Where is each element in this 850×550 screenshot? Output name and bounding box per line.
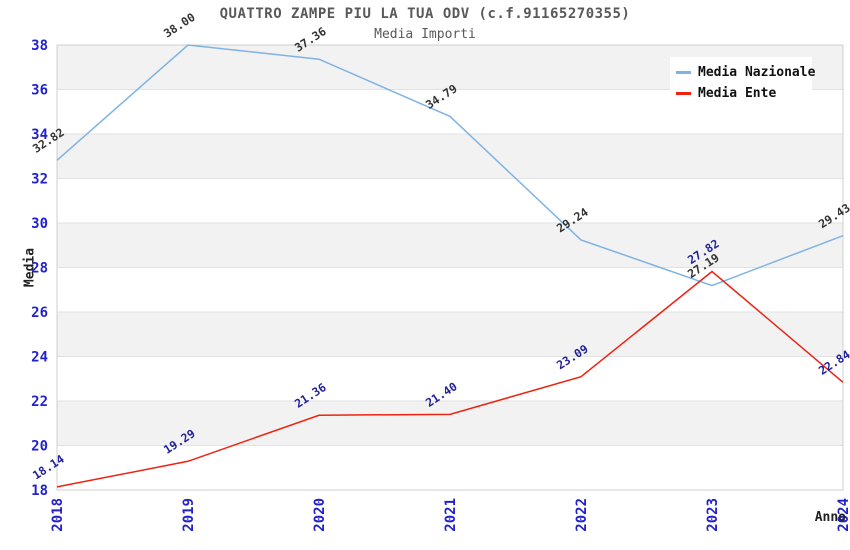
legend-label: Media Ente xyxy=(698,86,777,101)
x-tick-label: 2019 xyxy=(181,498,197,532)
legend-label: Media Nazionale xyxy=(698,65,816,80)
chart-subtitle: Media Importi xyxy=(374,27,476,42)
plot-band xyxy=(57,356,843,401)
plot-band xyxy=(57,445,843,490)
y-tick-label: 22 xyxy=(31,394,48,410)
legend-box: Media Nazionale Media Ente xyxy=(670,57,816,109)
y-axis-title: Media xyxy=(22,247,38,288)
y-tick-label: 34 xyxy=(31,127,48,143)
chart-title: QUATTRO ZAMPE PIU LA TUA ODV (c.f.911652… xyxy=(219,6,631,22)
y-tick-label: 24 xyxy=(31,350,48,366)
x-tick-label: 2021 xyxy=(443,498,459,532)
y-tick-label: 38 xyxy=(31,38,48,54)
plot-band xyxy=(57,178,843,223)
plot-band xyxy=(57,134,843,179)
plot-band xyxy=(57,223,843,268)
x-tick-label: 2024 xyxy=(836,498,850,532)
y-tick-label: 36 xyxy=(31,83,48,99)
x-axis-title: Anno xyxy=(814,510,846,525)
series-line-media-ente xyxy=(56,270,844,488)
x-tick-label: 2018 xyxy=(50,498,66,532)
y-tick-label: 26 xyxy=(31,305,48,321)
series-line-media-nazionale xyxy=(56,44,844,287)
plot-border xyxy=(56,44,844,491)
plot-band xyxy=(57,401,843,446)
plot-band xyxy=(57,267,843,312)
x-tick-label: 2020 xyxy=(312,498,328,532)
y-tick-label: 32 xyxy=(31,172,48,188)
line-sample-icon xyxy=(676,71,691,74)
y-tick-label: 28 xyxy=(31,261,48,277)
x-tick-label: 2022 xyxy=(574,498,590,532)
line-sample-icon xyxy=(676,92,691,95)
y-tick-label: 30 xyxy=(31,216,48,232)
legend-entry-nazionale: Media Nazionale xyxy=(670,65,816,80)
y-tick-label: 18 xyxy=(31,483,48,499)
plot-band xyxy=(57,312,843,357)
legend-entry-ente: Media Ente xyxy=(670,86,812,101)
x-tick-label: 2023 xyxy=(705,498,721,532)
y-tick-label: 20 xyxy=(31,439,48,455)
